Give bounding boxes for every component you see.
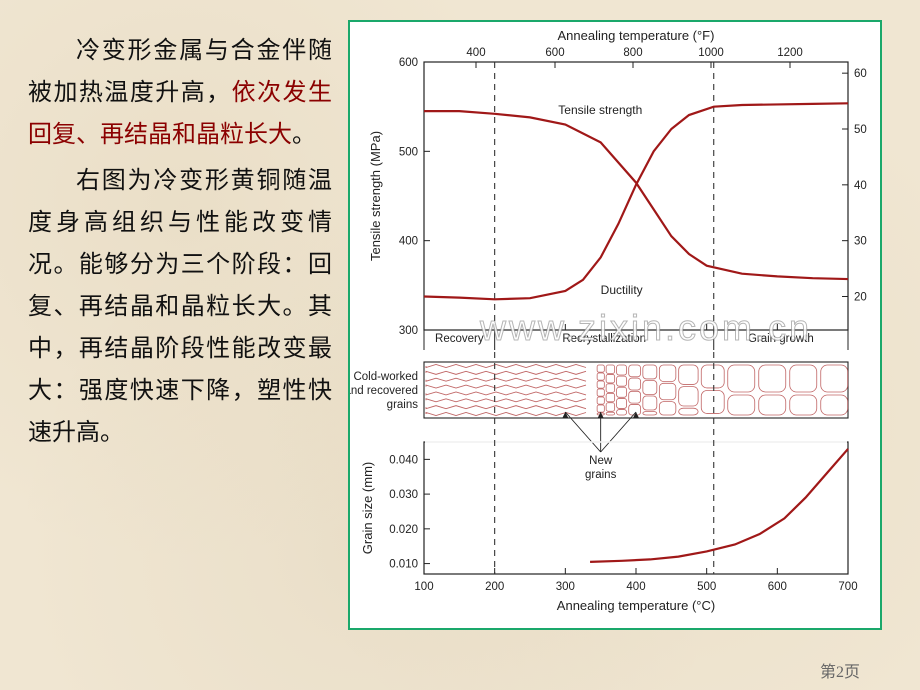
svg-text:400: 400 — [626, 581, 645, 593]
svg-text:Tensile strength (MPa): Tensile strength (MPa) — [368, 131, 383, 261]
svg-text:1000: 1000 — [698, 47, 724, 59]
figure-column: 300 400 500 600 20 30 40 50 60 400 600 800 1000 1200 A… — [340, 0, 900, 690]
page-number: 第2页 — [820, 658, 860, 682]
svg-text:600: 600 — [545, 47, 564, 59]
svg-text:600: 600 — [399, 57, 418, 69]
svg-text:100: 100 — [414, 581, 433, 593]
svg-text:700: 700 — [838, 581, 857, 593]
svg-text:300: 300 — [556, 581, 575, 593]
svg-text:grains: grains — [585, 469, 617, 481]
text-column: 冷变形金属与合金伴随被加热温度升高，依次发生回复、再结晶和晶粒长大。 右图为冷变… — [0, 0, 340, 690]
svg-text:600: 600 — [768, 581, 787, 593]
svg-text:40: 40 — [854, 180, 867, 192]
paragraph-1: 冷变形金属与合金伴随被加热温度升高，依次发生回复、再结晶和晶粒长大。 — [28, 30, 332, 156]
svg-text:New: New — [589, 455, 613, 467]
svg-text:1200: 1200 — [777, 47, 803, 59]
svg-text:Cold-worked: Cold-worked — [353, 371, 418, 383]
svg-text:800: 800 — [623, 47, 642, 59]
svg-text:0.030: 0.030 — [389, 489, 418, 501]
svg-text:300: 300 — [399, 325, 418, 337]
figure-frame: 300 400 500 600 20 30 40 50 60 400 600 800 1000 1200 A… — [348, 20, 882, 630]
svg-text:Grain growth: Grain growth — [748, 333, 814, 345]
para1-post: 。 — [292, 122, 316, 148]
svg-text:20: 20 — [854, 292, 867, 304]
svg-text:Annealing temperature (°C): Annealing temperature (°C) — [557, 598, 715, 613]
svg-text:Annealing temperature (°F): Annealing temperature (°F) — [558, 28, 715, 43]
svg-text:400: 400 — [466, 47, 485, 59]
svg-text:50: 50 — [854, 124, 867, 136]
svg-text:60: 60 — [854, 68, 867, 80]
svg-text:400: 400 — [399, 236, 418, 248]
svg-text:500: 500 — [399, 146, 418, 158]
svg-text:0.010: 0.010 — [389, 559, 418, 571]
svg-text:Recrystallization: Recrystallization — [562, 333, 646, 345]
svg-text:grains: grains — [387, 399, 419, 411]
svg-text:200: 200 — [485, 581, 504, 593]
svg-text:Tensile strength: Tensile strength — [558, 103, 642, 117]
svg-text:and recovered: and recovered — [350, 385, 418, 397]
svg-text:Recovery: Recovery — [435, 333, 484, 345]
svg-text:Ductility: Ductility — [601, 283, 643, 297]
svg-text:500: 500 — [697, 581, 716, 593]
svg-text:0.040: 0.040 — [389, 454, 418, 466]
svg-text:30: 30 — [854, 236, 867, 248]
svg-text:Grain size (mm): Grain size (mm) — [360, 462, 375, 554]
svg-text:0.020: 0.020 — [389, 524, 418, 536]
paragraph-2: 右图为冷变形黄铜随温度身高组织与性能改变情况。能够分为三个阶段：回复、再结晶和晶… — [28, 160, 332, 454]
annealing-chart: 300 400 500 600 20 30 40 50 60 400 600 800 1000 1200 A… — [350, 22, 880, 628]
